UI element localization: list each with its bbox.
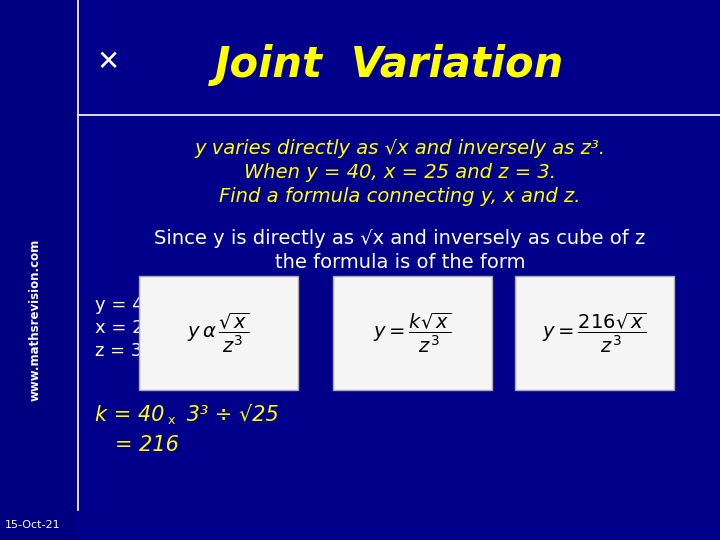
Text: y = 40: y = 40: [95, 296, 155, 314]
Text: ✕: ✕: [96, 48, 120, 76]
Text: the formula is of the form: the formula is of the form: [275, 253, 526, 272]
Text: When y = 40, x = 25 and z = 3.: When y = 40, x = 25 and z = 3.: [244, 163, 556, 181]
Text: $y = \dfrac{k\sqrt{x}}{z^{3}}$: $y = \dfrac{k\sqrt{x}}{z^{3}}$: [373, 310, 451, 355]
Text: z = 3: z = 3: [95, 342, 143, 360]
Text: $y = \dfrac{216\sqrt{x}}{z^{3}}$: $y = \dfrac{216\sqrt{x}}{z^{3}}$: [542, 310, 646, 355]
Text: $y\,\alpha\,\dfrac{\sqrt{x}}{z^{3}}$: $y\,\alpha\,\dfrac{\sqrt{x}}{z^{3}}$: [187, 310, 249, 355]
Text: Since y is directly as √x and inversely as cube of z: Since y is directly as √x and inversely …: [154, 228, 646, 247]
Text: 3³ ÷ √25: 3³ ÷ √25: [180, 405, 279, 425]
Text: k = 40: k = 40: [95, 405, 164, 425]
Text: x = 25: x = 25: [95, 319, 155, 337]
Text: 15-Oct-21: 15-Oct-21: [5, 520, 60, 530]
FancyBboxPatch shape: [333, 276, 492, 390]
FancyBboxPatch shape: [138, 276, 297, 390]
Text: = 216: = 216: [115, 435, 179, 455]
FancyBboxPatch shape: [515, 276, 673, 390]
FancyBboxPatch shape: [0, 0, 78, 540]
Text: Find a formula connecting y, x and z.: Find a formula connecting y, x and z.: [220, 186, 581, 206]
Text: Joint  Variation: Joint Variation: [215, 44, 564, 86]
Text: www.mathsrevision.com: www.mathsrevision.com: [29, 239, 42, 401]
Text: y varies directly as √x and inversely as z³.: y varies directly as √x and inversely as…: [194, 138, 606, 158]
Text: x: x: [168, 414, 176, 427]
